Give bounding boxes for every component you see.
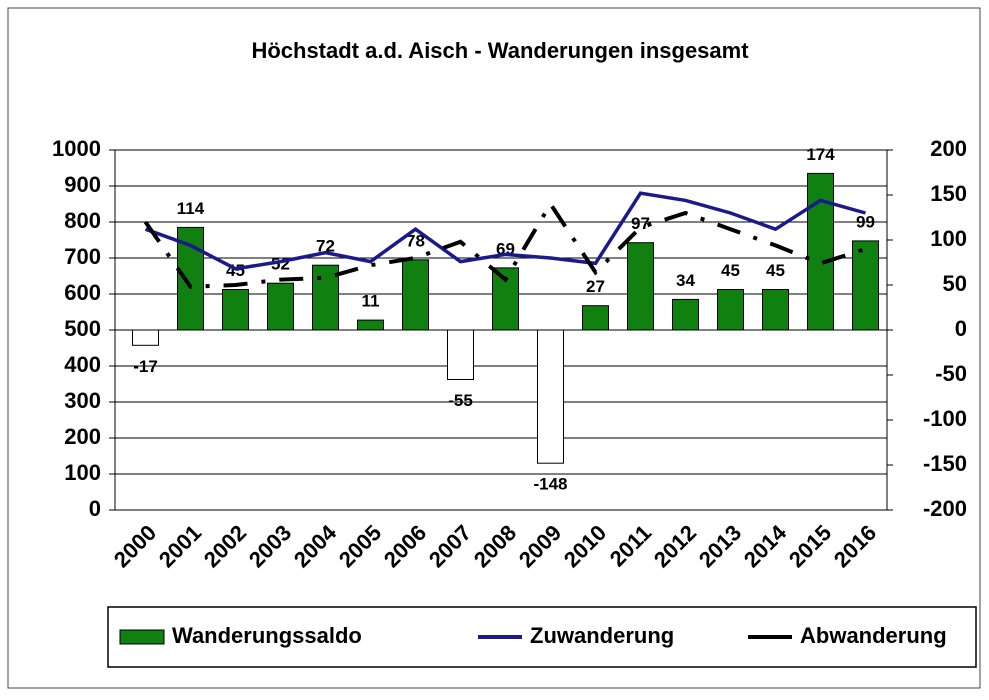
y2-tick-label: -200 <box>923 496 967 521</box>
y2-tick-label: 100 <box>930 226 967 251</box>
bar <box>222 289 249 331</box>
bar <box>582 305 609 331</box>
y2-tick-label: 150 <box>930 181 967 206</box>
bar <box>672 298 699 331</box>
y2-tick-label: 50 <box>943 271 967 296</box>
bar <box>537 329 564 464</box>
data-label: 11 <box>362 292 380 311</box>
y-tick-label: 600 <box>64 280 101 305</box>
bar <box>312 264 339 331</box>
legend-label: Abwanderung <box>800 623 947 648</box>
data-label: 27 <box>586 277 605 296</box>
y2-tick-label: -50 <box>935 361 967 386</box>
y-tick-label: 900 <box>64 172 101 197</box>
data-label: 174 <box>806 145 835 164</box>
y-tick-label: 1000 <box>52 136 101 161</box>
bar <box>357 319 384 331</box>
line <box>144 191 866 271</box>
bar <box>267 282 294 331</box>
data-label: -55 <box>448 391 473 410</box>
y-tick-label: 700 <box>64 244 101 269</box>
y2-tick-label: -100 <box>923 406 967 431</box>
y-tick-label: 400 <box>64 352 101 377</box>
data-label: 72 <box>316 237 335 256</box>
chart-border <box>7 7 981 689</box>
data-label: 45 <box>721 261 740 280</box>
bar <box>402 259 429 331</box>
bar <box>807 172 834 331</box>
y-tick-label: 100 <box>64 460 101 485</box>
chart-title: Höchstadt a.d. Aisch - Wanderungen insge… <box>251 38 749 63</box>
legend-swatch <box>119 629 165 645</box>
data-label: -148 <box>533 475 567 494</box>
bar <box>447 329 474 380</box>
bar <box>762 289 789 331</box>
legend-label: Wanderungssaldo <box>172 623 362 648</box>
data-label: 97 <box>631 214 650 233</box>
bar <box>132 329 159 346</box>
data-label: -17 <box>133 357 158 376</box>
bar <box>177 226 204 331</box>
y-tick-label: 800 <box>64 208 101 233</box>
data-label: 45 <box>766 261 785 280</box>
legend-box <box>107 606 977 668</box>
y-tick-label: 200 <box>64 424 101 449</box>
y-tick-label: 500 <box>64 316 101 341</box>
data-label: 34 <box>676 271 695 290</box>
y2-tick-label: 0 <box>955 316 967 341</box>
bar <box>852 240 879 331</box>
y-tick-label: 0 <box>89 496 101 521</box>
data-label: 99 <box>856 212 875 231</box>
bar <box>627 242 654 331</box>
line <box>143 200 867 289</box>
bar <box>717 289 744 331</box>
legend-label: Zuwanderung <box>530 623 674 648</box>
y-tick-label: 300 <box>64 388 101 413</box>
y2-tick-label: 200 <box>930 136 967 161</box>
y2-tick-label: -150 <box>923 451 967 476</box>
data-label: 114 <box>177 199 205 218</box>
data-label: 78 <box>406 231 425 250</box>
